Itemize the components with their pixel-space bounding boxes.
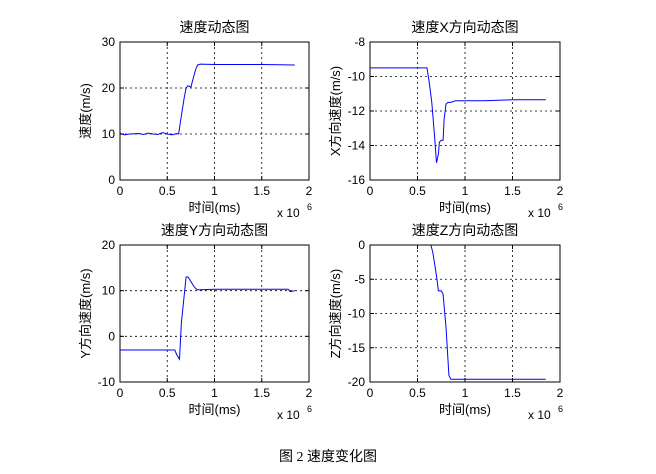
x-tick-label: 0.5 <box>409 386 426 400</box>
x-tick-label: 1.5 <box>504 386 521 400</box>
x-tick-label: 0 <box>367 386 374 400</box>
y-tick-label: -8 <box>354 35 365 49</box>
y-tick-label: -12 <box>348 104 366 118</box>
x-tick-label: 1 <box>211 184 218 198</box>
y-tick-label: -20 <box>348 375 366 389</box>
x-axis-label: 时间(ms) <box>189 402 241 417</box>
x-tick-label: 0.5 <box>159 184 176 198</box>
chart-title: 速度X方向动态图 <box>411 19 518 35</box>
x-tick-label: 1.5 <box>253 386 270 400</box>
x-tick-label: 2 <box>306 184 313 198</box>
x-tick-label: 0.5 <box>159 386 176 400</box>
x-exponent-power: 6 <box>307 404 312 414</box>
y-tick-label: -16 <box>348 173 366 187</box>
x-tick-label: 2 <box>557 386 564 400</box>
x-tick-label: 1.5 <box>504 184 521 198</box>
y-tick-label: 10 <box>102 284 116 298</box>
x-exponent-power: 6 <box>558 202 563 212</box>
x-exponent-label: x 10 <box>277 408 300 422</box>
chart-title: 速度Y方向动态图 <box>161 222 268 238</box>
chart-title: 速度动态图 <box>180 19 250 35</box>
y-axis-label: Z方向速度(m/s) <box>328 269 343 359</box>
x-exponent-label: x 10 <box>528 206 551 220</box>
y-tick-label: -14 <box>348 139 366 153</box>
y-tick-label: 20 <box>102 238 116 252</box>
x-exponent-label: x 10 <box>277 206 300 220</box>
x-tick-label: 2 <box>557 184 564 198</box>
x-exponent-power: 6 <box>558 404 563 414</box>
x-tick-label: 1 <box>211 386 218 400</box>
y-axis-label: Y方向速度(m/s) <box>78 268 93 358</box>
y-tick-label: -10 <box>348 307 366 321</box>
y-tick-label: 0 <box>358 238 365 252</box>
x-tick-label: 0 <box>367 184 374 198</box>
y-tick-label: -15 <box>348 341 366 355</box>
x-exponent-label: x 10 <box>528 408 551 422</box>
y-tick-label: 20 <box>102 81 116 95</box>
chart-title: 速度Z方向动态图 <box>412 222 519 238</box>
series-line <box>370 67 546 163</box>
figure-caption: 图 2 速度变化图 <box>279 450 377 465</box>
y-axis-label: 速度(m/s) <box>78 83 93 139</box>
x-axis-label: 时间(ms) <box>439 200 491 215</box>
chart-3: 0 0.5 1 1.5 2-1001020速度Y方向动态图时间(ms)Y方向速度(m/s… <box>78 222 313 422</box>
x-exponent-power: 6 <box>307 202 312 212</box>
x-tick-label: 0 <box>117 386 124 400</box>
x-axis-label: 时间(ms) <box>439 402 491 417</box>
series-line <box>120 276 295 361</box>
y-tick-label: 0 <box>108 173 115 187</box>
y-tick-label: -10 <box>348 70 366 84</box>
x-tick-label: 0.5 <box>409 184 426 198</box>
y-tick-label: -5 <box>354 272 365 286</box>
x-tick-label: 1.5 <box>253 184 270 198</box>
y-tick-label: 10 <box>102 127 116 141</box>
x-tick-label: 2 <box>306 386 313 400</box>
series-line <box>370 244 546 380</box>
plot-area <box>120 245 309 382</box>
y-tick-label: -10 <box>98 375 116 389</box>
x-tick-label: 1 <box>462 386 469 400</box>
x-tick-label: 1 <box>462 184 469 198</box>
x-tick-label: 0 <box>117 184 124 198</box>
y-tick-label: 0 <box>108 329 115 343</box>
x-axis-label: 时间(ms) <box>189 200 241 215</box>
y-tick-label: 30 <box>102 35 116 49</box>
y-axis-label: X方向速度(m/s) <box>328 66 343 156</box>
series-line <box>119 63 295 136</box>
